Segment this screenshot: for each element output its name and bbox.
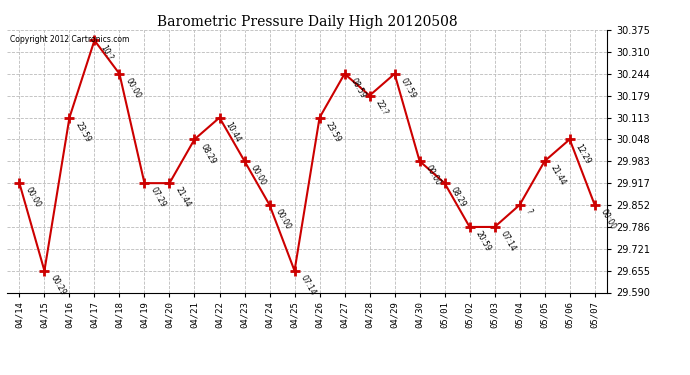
Text: 08:29: 08:29 xyxy=(199,142,217,165)
Text: ?: ? xyxy=(524,208,533,216)
Text: 00:00: 00:00 xyxy=(23,186,42,210)
Text: 00:00: 00:00 xyxy=(274,208,293,231)
Text: 12:29: 12:29 xyxy=(574,142,593,165)
Text: 22:?: 22:? xyxy=(374,98,390,117)
Text: 10:?: 10:? xyxy=(99,43,115,62)
Text: 21:44: 21:44 xyxy=(549,164,567,187)
Text: Copyright 2012 Cartronics.com: Copyright 2012 Cartronics.com xyxy=(10,35,129,44)
Text: 00:00: 00:00 xyxy=(248,164,268,188)
Text: 00:00: 00:00 xyxy=(599,208,618,231)
Text: 23:59: 23:59 xyxy=(324,120,342,144)
Text: 23:59: 23:59 xyxy=(74,120,92,144)
Text: 08:29: 08:29 xyxy=(448,186,467,209)
Text: 20:59: 20:59 xyxy=(474,230,493,253)
Text: 07:29: 07:29 xyxy=(148,186,168,209)
Text: 21:44: 21:44 xyxy=(174,186,193,209)
Text: 00:00: 00:00 xyxy=(424,164,442,188)
Text: 07:14: 07:14 xyxy=(499,230,518,253)
Text: 08:59: 08:59 xyxy=(348,76,368,100)
Text: 00:29: 00:29 xyxy=(48,273,68,297)
Text: 07:59: 07:59 xyxy=(399,76,417,100)
Text: 10:44: 10:44 xyxy=(224,120,242,144)
Title: Barometric Pressure Daily High 20120508: Barometric Pressure Daily High 20120508 xyxy=(157,15,457,29)
Text: 00:00: 00:00 xyxy=(124,76,142,100)
Text: 07:14: 07:14 xyxy=(299,273,317,297)
